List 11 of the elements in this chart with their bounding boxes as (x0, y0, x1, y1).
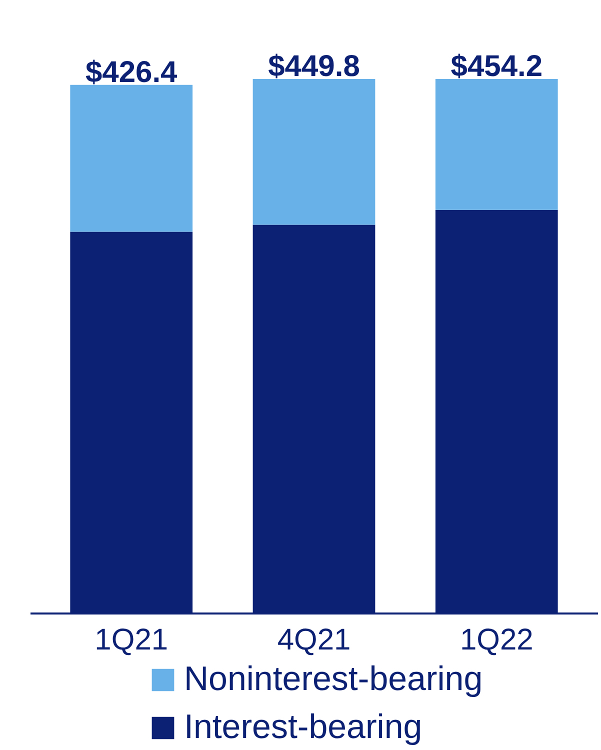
x-tick-label: 1Q21 (94, 624, 168, 656)
legend-label: Interest-bearing (184, 708, 422, 746)
x-tick-label: 1Q22 (460, 624, 534, 656)
bar (435, 79, 558, 210)
annotation: $454.2 (450, 50, 543, 83)
x-tick-label: 4Q21 (277, 624, 351, 656)
annotation: $426.4 (85, 56, 178, 89)
legend-label: Noninterest-bearing (184, 660, 483, 698)
bar (70, 84, 193, 232)
annotation: $449.8 (268, 50, 360, 83)
bar (252, 79, 376, 225)
